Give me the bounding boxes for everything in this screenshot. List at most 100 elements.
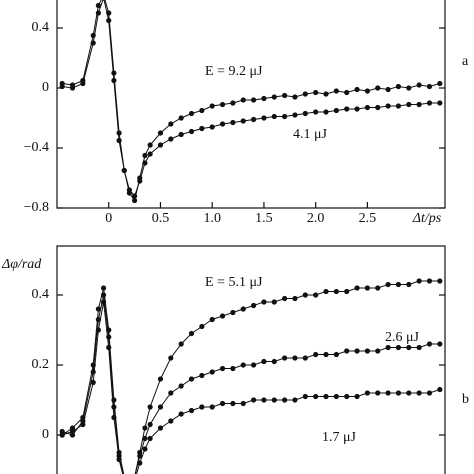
data-point: [178, 383, 184, 389]
data-point: [375, 390, 381, 396]
data-point: [157, 130, 164, 136]
data-point: [385, 281, 391, 288]
data-point: [137, 453, 143, 459]
x-tick-label: 1.5: [255, 211, 273, 226]
series-label: 4.1 μJ: [293, 127, 328, 142]
y-tick-label: 0: [42, 80, 49, 95]
data-point: [261, 397, 267, 403]
data-point: [364, 104, 370, 111]
series-label: 1.7 μJ: [322, 430, 357, 445]
data-point: [354, 348, 360, 354]
data-point: [395, 83, 402, 90]
data-point: [100, 292, 107, 298]
data-point: [364, 285, 370, 291]
data-point: [416, 344, 422, 351]
data-point: [354, 86, 360, 93]
data-point: [219, 313, 226, 319]
data-point: [271, 299, 277, 305]
data-point: [344, 288, 350, 295]
data-point: [250, 302, 257, 309]
data-point: [354, 285, 360, 291]
data-point: [292, 112, 298, 118]
data-point: [168, 136, 174, 142]
series-label: 2.6 μJ: [385, 330, 420, 345]
plot-frame: [56, 0, 446, 209]
plot-area: [59, 0, 443, 204]
data-point: [95, 327, 101, 333]
y-tick-label: 0.4: [32, 20, 50, 35]
data-point: [142, 446, 148, 452]
data-point: [354, 106, 360, 112]
data-point: [126, 187, 133, 193]
data-point: [292, 397, 298, 403]
data-point: [168, 390, 174, 396]
data-point: [116, 130, 122, 136]
data-point: [313, 89, 319, 96]
data-point: [178, 115, 184, 121]
data-point: [416, 101, 422, 108]
data-point: [282, 397, 288, 403]
data-point: [142, 425, 148, 431]
data-point: [178, 411, 184, 417]
data-point: [157, 376, 164, 382]
data-point: [323, 288, 329, 295]
data-point: [437, 386, 443, 393]
data-point: [302, 292, 308, 298]
data-point: [261, 115, 267, 121]
data-point: [111, 77, 117, 84]
data-point: [333, 351, 339, 358]
data-point: [282, 92, 288, 99]
data-point: [375, 348, 381, 354]
data-point: [80, 80, 86, 87]
data-point: [313, 292, 319, 298]
data-point: [240, 362, 246, 368]
data-point: [261, 299, 267, 305]
data-point: [116, 137, 122, 144]
data-point: [95, 306, 101, 312]
data-point: [395, 390, 402, 396]
data-point: [188, 110, 195, 117]
data-point: [219, 121, 226, 127]
data-point: [364, 88, 370, 94]
panel-label: b: [462, 392, 469, 407]
data-point: [147, 435, 153, 442]
data-point: [178, 131, 184, 138]
data-point: [209, 404, 215, 410]
data-point: [219, 400, 226, 407]
data-point: [323, 109, 329, 115]
data-point: [121, 167, 127, 174]
data-point: [375, 104, 381, 111]
data-point: [313, 109, 319, 115]
data-point: [147, 142, 153, 148]
x-tick-label: 0: [105, 211, 112, 226]
data-point: [188, 407, 195, 414]
data-line: [62, 0, 440, 197]
data-point: [437, 100, 443, 106]
data-point: [147, 404, 153, 410]
data-point: [271, 397, 277, 403]
data-point: [188, 376, 195, 382]
data-point: [106, 17, 112, 24]
data-point: [261, 95, 267, 102]
data-point: [282, 113, 288, 120]
data-point: [406, 390, 412, 396]
y-tick-label: 0.4: [32, 287, 50, 302]
data-point: [416, 390, 422, 396]
data-point: [59, 432, 65, 438]
data-point: [302, 110, 308, 117]
data-point: [240, 97, 246, 103]
data-point: [250, 116, 257, 123]
data-point: [375, 285, 381, 291]
panel-label: a: [462, 54, 469, 69]
data-point: [95, 10, 101, 16]
data-point: [426, 83, 433, 90]
data-point: [333, 107, 339, 114]
y-tick-label: −0.8: [24, 200, 49, 215]
data-point: [282, 295, 288, 302]
data-point: [437, 80, 443, 87]
data-point: [426, 278, 433, 284]
data-point: [116, 456, 122, 463]
data-point: [137, 460, 143, 466]
plot-frame: [56, 245, 446, 474]
data-point: [426, 100, 433, 106]
